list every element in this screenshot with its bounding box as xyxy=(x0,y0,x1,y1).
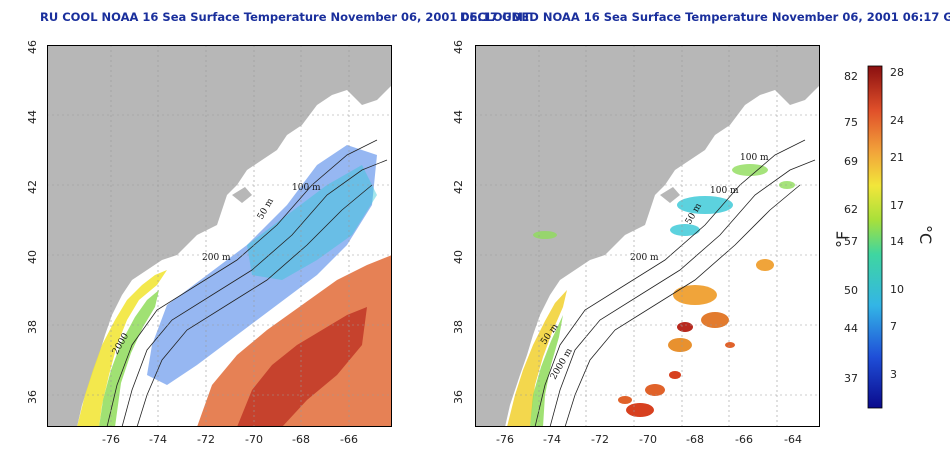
left-xtick: -76 xyxy=(102,433,120,446)
left-ytick: 42 xyxy=(26,180,39,194)
left-ytick: 36 xyxy=(26,390,39,404)
colorbar-f-tick: 82 xyxy=(844,70,858,83)
land-mass xyxy=(47,45,392,427)
contour-label-200m: 200 m xyxy=(630,253,659,263)
contour-label-100m: 100 m xyxy=(740,153,769,163)
colorbar-c-tick: 28 xyxy=(890,66,904,79)
colorbar-f-tick: 37 xyxy=(844,372,858,385)
isobath xyxy=(564,184,801,427)
left-map-title: RU COOL NOAA 16 Sea Surface Temperature … xyxy=(40,10,531,24)
right-map-panel: 100 m 100 m 50 m 200 m 50 m 2000 m xyxy=(475,45,820,427)
left-map-panel: 100 m 200 m 50 m 2000 xyxy=(47,45,392,427)
left-xtick: -68 xyxy=(292,433,310,446)
colorbar-c-tick: 21 xyxy=(890,151,904,164)
left-xtick: -72 xyxy=(197,433,215,446)
colorbar-c-tick: 3 xyxy=(890,368,897,381)
colorbar-c-tick: 14 xyxy=(890,235,904,248)
left-ytick: 46 xyxy=(26,40,39,54)
colorbar-f-tick: 62 xyxy=(844,203,858,216)
isobath xyxy=(136,184,373,427)
colorbar-f-unit: °F xyxy=(833,231,852,248)
left-xtick: -74 xyxy=(149,433,167,446)
isobath xyxy=(534,139,806,427)
left-xtick: -70 xyxy=(245,433,263,446)
left-map-svg: 100 m 200 m 50 m 2000 xyxy=(47,45,392,427)
graticule xyxy=(475,45,820,427)
colorbar-c-tick: 24 xyxy=(890,114,904,127)
sst-gulfstream xyxy=(197,255,392,427)
sst-cool-patches xyxy=(533,164,795,239)
contour-label-100m: 100 m xyxy=(292,183,321,193)
right-map-title: DECLOUDED NOAA 16 Sea Surface Temperatur… xyxy=(460,10,950,24)
isobath xyxy=(106,139,378,427)
sst-shelf-cool xyxy=(147,145,377,385)
sst-coastal-green xyxy=(99,290,159,427)
contour-label-100m: 100 m xyxy=(710,186,739,196)
colorbar-f-tick: 57 xyxy=(844,235,858,248)
contour-label-200m: 200 m xyxy=(202,253,231,263)
land-mass xyxy=(475,45,820,427)
graticule xyxy=(47,45,392,427)
colorbar-svg: 82 75 69 62 57 50 44 37 28 24 21 17 14 1… xyxy=(833,65,935,409)
left-ytick: 38 xyxy=(26,320,39,334)
sst-coastal-band xyxy=(77,270,167,427)
colorbar-c-tick: 17 xyxy=(890,199,904,212)
sst-gulfstream-core xyxy=(237,307,367,427)
colorbar-c-unit: °C xyxy=(916,225,935,244)
colorbar-c-tick: 7 xyxy=(890,320,897,333)
colorbar-f-tick: 75 xyxy=(844,116,858,129)
cape-cod xyxy=(232,187,252,203)
left-ytick: 44 xyxy=(26,110,39,124)
colorbar-gradient xyxy=(867,65,883,409)
left-xtick: -66 xyxy=(340,433,358,446)
sst-shelf-cyan xyxy=(247,165,377,280)
colorbar: 82 75 69 62 57 50 44 37 28 24 21 17 14 1… xyxy=(820,60,940,420)
colorbar-c-tick: 10 xyxy=(890,283,904,296)
isobath xyxy=(121,159,388,427)
isobath xyxy=(549,159,816,427)
cape-cod xyxy=(660,187,680,203)
left-ytick: 40 xyxy=(26,250,39,264)
sst-patches xyxy=(618,259,774,417)
colorbar-f-tick: 50 xyxy=(844,284,858,297)
colorbar-f-tick: 44 xyxy=(844,322,858,335)
right-map-svg: 100 m 100 m 50 m 200 m 50 m 2000 m xyxy=(475,45,820,427)
sst-coastal-green xyxy=(530,315,563,427)
sst-coastal-band xyxy=(507,290,567,427)
colorbar-f-tick: 69 xyxy=(844,155,858,168)
